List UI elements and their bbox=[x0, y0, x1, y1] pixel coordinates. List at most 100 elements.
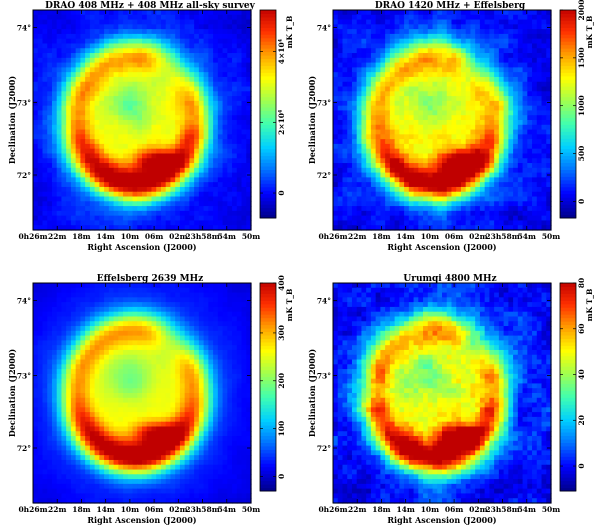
x-tick-label: 14m bbox=[96, 505, 114, 514]
x-axis-label: Right Ascension (J2000) bbox=[387, 515, 496, 525]
colorbar-tick-label: 4×10⁴ bbox=[277, 38, 286, 64]
x-tick-label: 54m bbox=[518, 505, 536, 514]
y-axis-label: Declination (J2000) bbox=[307, 349, 317, 437]
intensity-map bbox=[33, 10, 252, 231]
x-tick-label: 50m bbox=[542, 232, 560, 241]
plot-frame bbox=[332, 9, 552, 231]
x-tick-label: 22m bbox=[48, 505, 66, 514]
panel-4: Urumqi 4800 MHz 0h26m 22m 18m 14m 10m 06m 02m23… bbox=[307, 274, 594, 525]
x-tick-label: 18m bbox=[372, 232, 390, 241]
x-tick-label: 10m bbox=[121, 505, 139, 514]
colorbar-label: mK T_B bbox=[285, 16, 294, 49]
x-tick-label: 0h26m bbox=[318, 232, 347, 241]
x-axis-label: Right Ascension (J2000) bbox=[87, 242, 196, 252]
colorbar-tick-label: 500 bbox=[577, 146, 586, 162]
x-tick-label: 23h58m bbox=[485, 232, 519, 241]
plot-frame bbox=[32, 9, 252, 231]
y-axis-label: Declination (J2000) bbox=[7, 76, 17, 164]
panel-1: DRAO 408 MHz + 408 MHz all-sky survey 0h2… bbox=[7, 1, 294, 252]
x-tick-label: 22m bbox=[348, 232, 366, 241]
plot-frame bbox=[332, 282, 552, 504]
x-tick-label: 0h26m bbox=[318, 505, 347, 514]
x-tick-label: 06m bbox=[145, 505, 163, 514]
colorbar-tick-label: 2000 bbox=[577, 0, 586, 20]
colorbar-tick-label: 80 bbox=[577, 278, 586, 288]
y-tick-label: 74° bbox=[317, 24, 331, 33]
y-axis-label: Declination (J2000) bbox=[7, 349, 17, 437]
x-tick-label: 18m bbox=[72, 505, 90, 514]
colorbar-tick-label: 40 bbox=[577, 369, 586, 379]
y-axis-label: Declination (J2000) bbox=[307, 76, 317, 164]
colorbar-tick-label: 0 bbox=[277, 474, 286, 479]
intensity-map bbox=[333, 10, 552, 231]
y-tick-label: 73° bbox=[317, 98, 331, 107]
y-tick-label: 73° bbox=[17, 98, 31, 107]
panel-title: Effelsberg 2639 MHz bbox=[97, 274, 203, 284]
colorbar-label: mK T_B bbox=[585, 289, 594, 322]
panel-3: Effelsberg 2639 MHz 0h26m 22m 18m 14m 10m 06m 0… bbox=[7, 274, 294, 525]
x-tick-label: 50m bbox=[242, 505, 260, 514]
x-tick-label: 23h58m bbox=[485, 505, 519, 514]
x-tick-label: 14m bbox=[396, 232, 414, 241]
intensity-map bbox=[33, 283, 252, 504]
x-tick-label: 23h58m bbox=[185, 505, 219, 514]
colorbar-label: mK T_B bbox=[585, 16, 594, 49]
colorbar-tick-label: 2×10⁴ bbox=[277, 109, 286, 135]
x-tick-label: 0h26m bbox=[18, 505, 47, 514]
x-tick-label: 02m bbox=[469, 505, 487, 514]
x-tick-label: 54m bbox=[218, 232, 236, 241]
y-tick-label: 73° bbox=[17, 371, 31, 380]
colorbar-tick-label: 1000 bbox=[577, 95, 586, 116]
x-tick-label: 10m bbox=[121, 232, 139, 241]
colorbar-tick-label: 1500 bbox=[577, 47, 586, 68]
plot-frame bbox=[32, 282, 252, 504]
x-tick-label: 54m bbox=[518, 232, 536, 241]
y-tick-label: 73° bbox=[317, 371, 331, 380]
panel-title: Urumqi 4800 MHz bbox=[403, 274, 496, 284]
x-tick-label: 06m bbox=[145, 232, 163, 241]
colorbar-tick-label: 0 bbox=[577, 199, 586, 204]
y-tick-label: 74° bbox=[17, 24, 31, 33]
colorbar-tick-label: 300 bbox=[277, 325, 286, 341]
y-tick-label: 72° bbox=[317, 171, 331, 180]
panel-title: DRAO 1420 MHz + Effelsberg bbox=[375, 1, 526, 11]
x-tick-label: 0h26m bbox=[18, 232, 47, 241]
y-tick-label: 72° bbox=[17, 171, 31, 180]
colorbar-tick-label: 200 bbox=[277, 373, 286, 389]
intensity-map bbox=[333, 283, 552, 504]
x-tick-label: 22m bbox=[348, 505, 366, 514]
colorbar-label: mK T_B bbox=[285, 289, 294, 322]
y-tick-label: 74° bbox=[17, 297, 31, 306]
panel-title: DRAO 408 MHz + 408 MHz all-sky survey bbox=[45, 1, 256, 11]
x-axis-label: Right Ascension (J2000) bbox=[387, 242, 496, 252]
x-tick-label: 14m bbox=[396, 505, 414, 514]
x-tick-label: 10m bbox=[421, 505, 439, 514]
x-tick-label: 02m bbox=[169, 232, 187, 241]
x-tick-label: 18m bbox=[372, 505, 390, 514]
colorbar-tick-label: 60 bbox=[577, 324, 586, 334]
x-tick-label: 06m bbox=[445, 505, 463, 514]
colorbar-tick-label: 400 bbox=[277, 275, 286, 291]
colorbar-tick-label: 20 bbox=[577, 415, 586, 425]
colorbar-tick-label: 0 bbox=[577, 463, 586, 468]
colorbar-tick-label: 100 bbox=[277, 421, 286, 437]
panel-2: DRAO 1420 MHz + Effelsberg 0h26m 22m 18m 14m… bbox=[307, 0, 594, 252]
x-tick-label: 50m bbox=[242, 232, 260, 241]
x-tick-label: 22m bbox=[48, 232, 66, 241]
x-tick-label: 06m bbox=[445, 232, 463, 241]
x-tick-label: 02m bbox=[469, 232, 487, 241]
y-tick-label: 72° bbox=[317, 444, 331, 453]
colorbar-tick-label: 0 bbox=[277, 190, 286, 195]
x-tick-label: 50m bbox=[542, 505, 560, 514]
x-tick-label: 10m bbox=[421, 232, 439, 241]
x-tick-label: 18m bbox=[72, 232, 90, 241]
x-tick-label: 54m bbox=[218, 505, 236, 514]
x-tick-label: 14m bbox=[96, 232, 114, 241]
y-tick-label: 74° bbox=[317, 297, 331, 306]
y-tick-label: 72° bbox=[17, 444, 31, 453]
